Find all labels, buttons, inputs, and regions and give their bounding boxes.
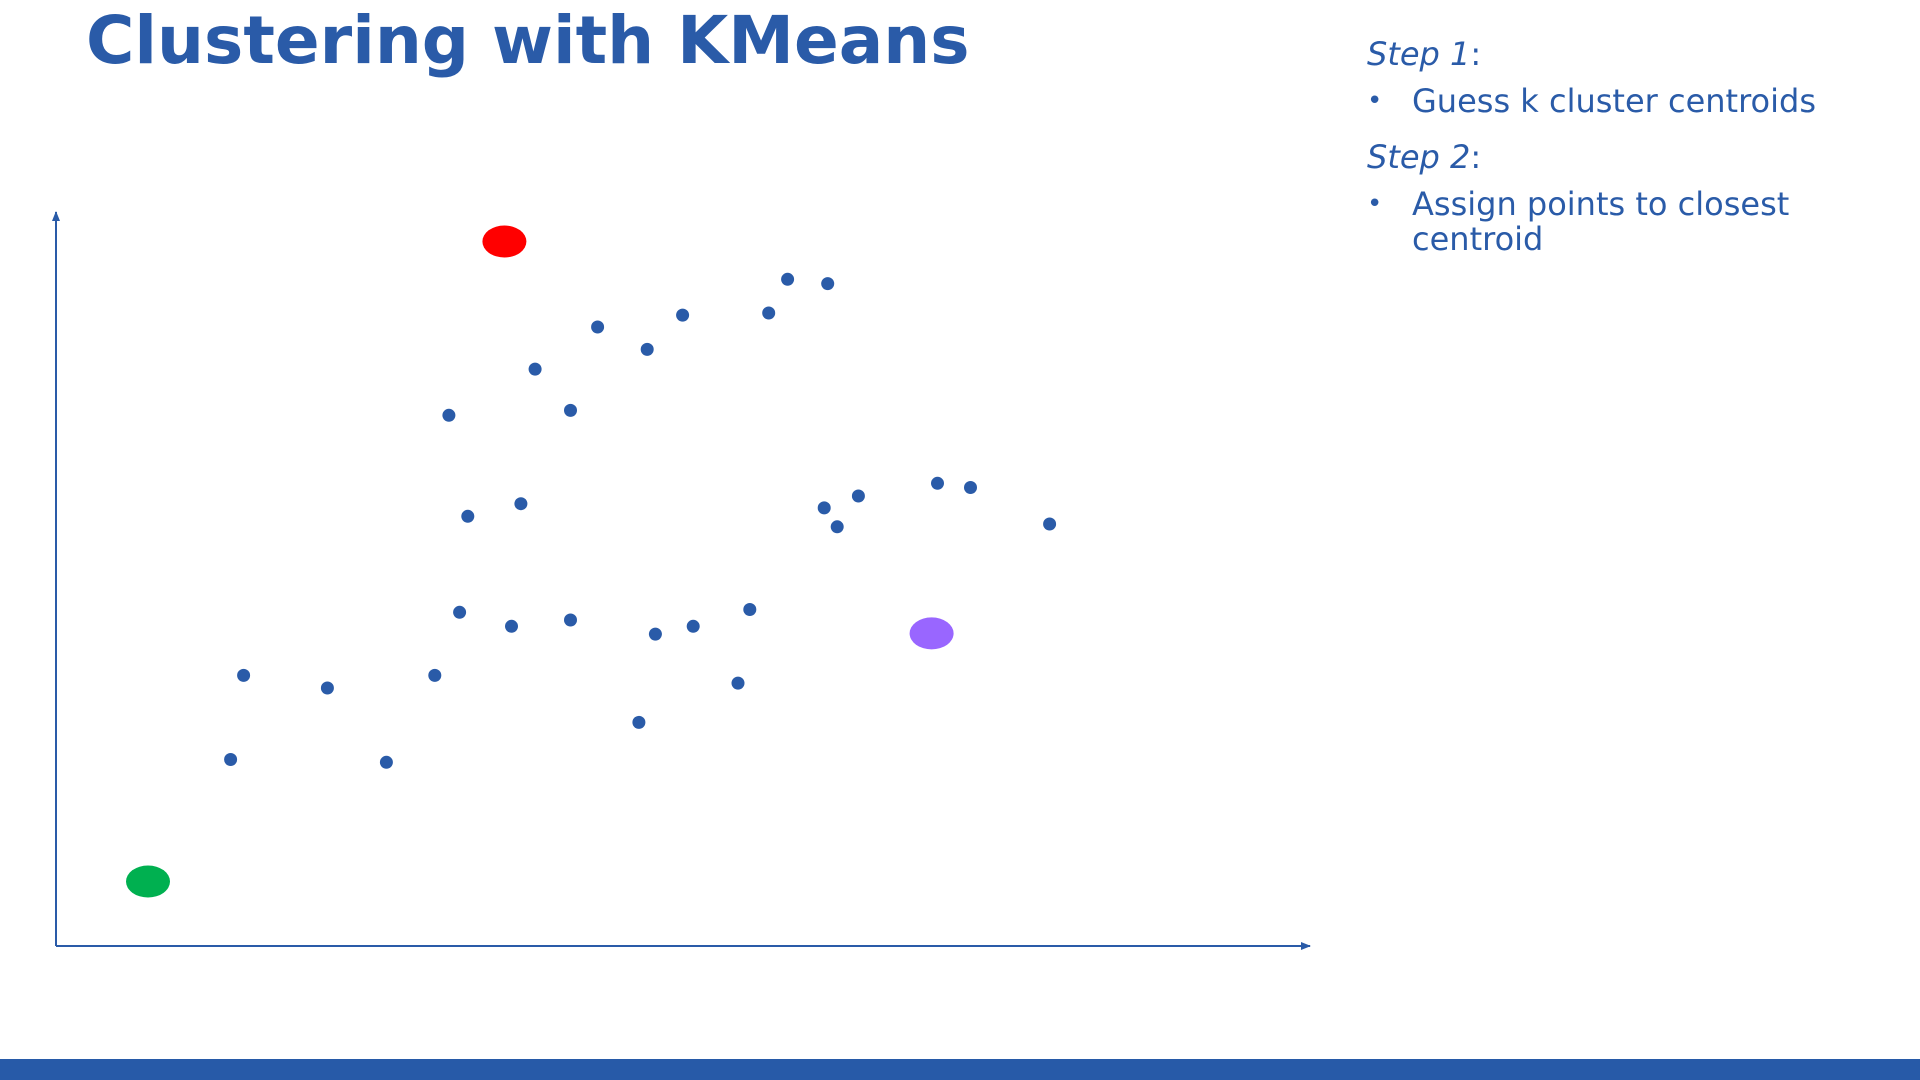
data-point	[762, 306, 776, 320]
step-2-colon: :	[1470, 138, 1482, 176]
footer-bar	[0, 1059, 1920, 1080]
data-point	[821, 277, 835, 291]
centroid-point	[482, 225, 527, 258]
data-point	[686, 619, 700, 633]
data-point	[453, 605, 467, 619]
scatter-plot	[52, 211, 1311, 950]
data-point	[830, 520, 844, 534]
data-points	[224, 272, 1057, 769]
data-point	[379, 755, 393, 769]
data-point	[528, 362, 542, 376]
bullet-icon: •	[1367, 86, 1383, 116]
data-point	[731, 676, 745, 690]
step-2-heading: Step 2:	[1367, 133, 1887, 181]
centroids	[126, 225, 954, 898]
list-item: • Assign points to closest centroid	[1367, 187, 1887, 257]
centroid-point	[909, 617, 954, 650]
data-point	[591, 320, 605, 334]
step-1-number: 1	[1450, 35, 1471, 73]
step-2-number: 2	[1450, 138, 1471, 176]
data-point	[851, 489, 865, 503]
data-point	[505, 619, 518, 633]
data-point	[1043, 517, 1057, 531]
list-item: • Guess k cluster centroids	[1367, 84, 1887, 119]
data-point	[237, 668, 251, 682]
bullet-icon: •	[1367, 189, 1383, 219]
slide-title: Clustering with KMeans	[86, 2, 970, 79]
steps-panel: Step 1: • Guess k cluster centroids Step…	[1367, 30, 1887, 271]
data-point	[514, 497, 528, 511]
data-point	[442, 408, 456, 422]
step-1-heading: Step 1:	[1367, 30, 1887, 78]
data-point	[743, 603, 757, 616]
step-1-item: Guess k cluster centroids	[1412, 82, 1816, 120]
data-point	[632, 715, 646, 729]
step-1-label: Step	[1367, 35, 1440, 73]
step-1-colon: :	[1470, 35, 1482, 73]
data-point	[648, 627, 662, 641]
data-point	[224, 753, 238, 766]
step-2: Step 2: • Assign points to closest centr…	[1367, 133, 1887, 257]
data-point	[781, 272, 795, 286]
data-point	[320, 681, 334, 695]
step-2-label: Step	[1367, 138, 1440, 176]
step-1-list: • Guess k cluster centroids	[1367, 84, 1887, 119]
data-point	[428, 668, 442, 682]
data-point	[964, 481, 977, 494]
data-point	[676, 308, 690, 322]
data-point	[640, 342, 654, 356]
step-1: Step 1: • Guess k cluster centroids	[1367, 30, 1887, 119]
centroid-point	[126, 865, 170, 898]
step-2-item: Assign points to closest centroid	[1412, 185, 1790, 258]
data-point	[931, 476, 944, 490]
data-point	[461, 509, 475, 523]
data-point	[817, 501, 831, 515]
data-point	[564, 403, 577, 417]
step-2-list: • Assign points to closest centroid	[1367, 187, 1887, 257]
data-point	[564, 613, 577, 627]
